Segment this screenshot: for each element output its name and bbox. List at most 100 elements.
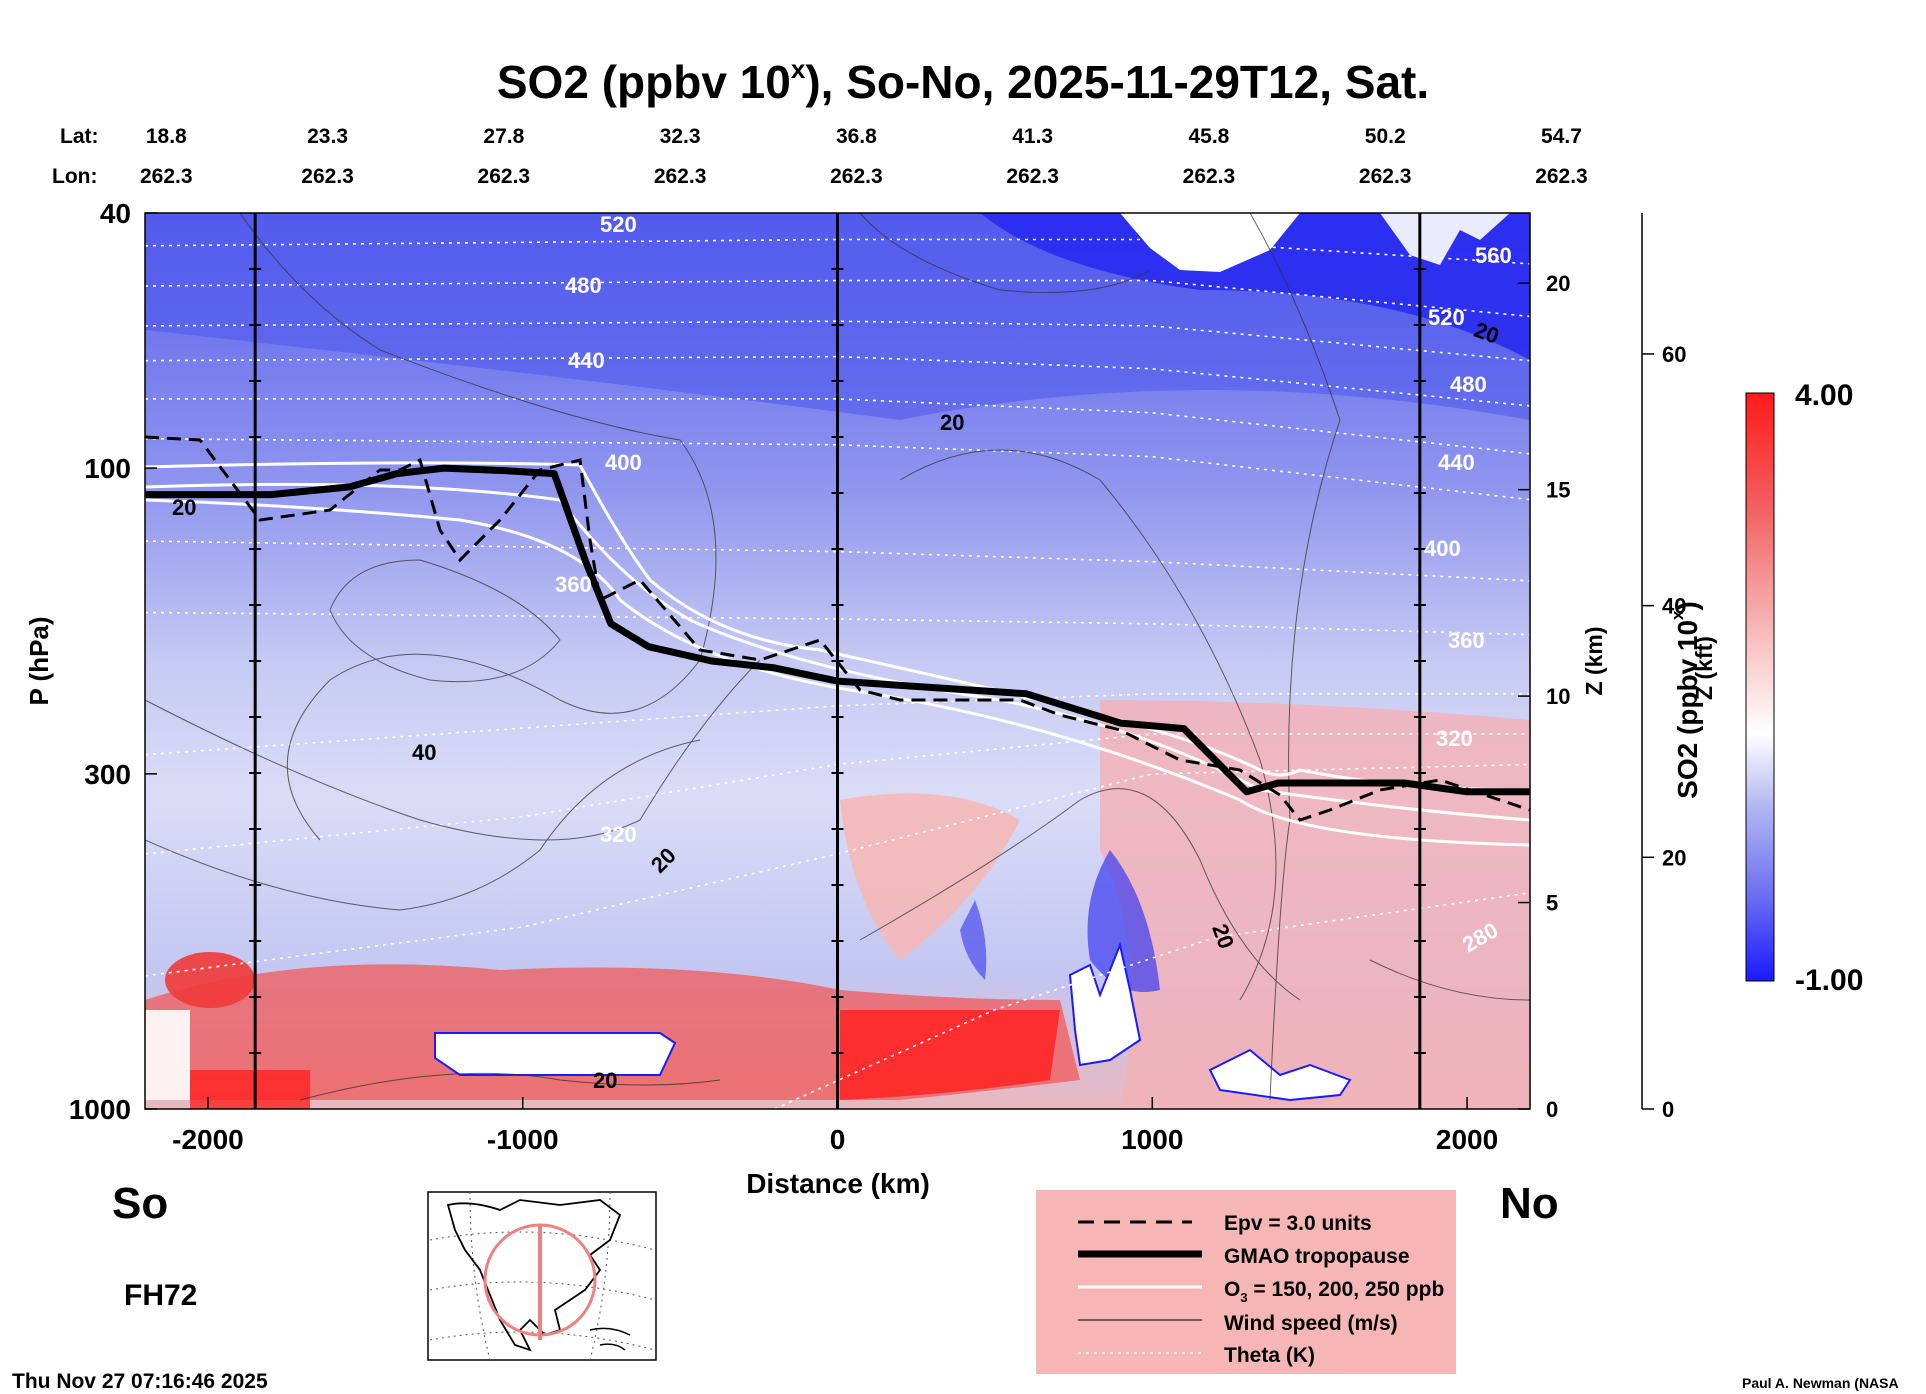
gmao-tropopause-line bbox=[145, 464, 1530, 796]
so2-field-top-white-2 bbox=[1380, 213, 1510, 265]
z-kft-tick-label: 20 bbox=[1662, 845, 1686, 870]
legend-label-theta: Theta (K) bbox=[1224, 1344, 1315, 1367]
lon-value: 262.3 bbox=[301, 165, 354, 188]
legend: Epv = 3.0 units GMAO tropopause O3 = 150… bbox=[1036, 1190, 1456, 1374]
y-tick-label: 100 bbox=[84, 453, 131, 484]
theta-contour bbox=[145, 355, 1530, 407]
x-tick-label: 0 bbox=[830, 1124, 846, 1155]
lat-label: Lat: bbox=[60, 125, 99, 148]
theta-label-right: 520 bbox=[1428, 305, 1465, 330]
title-superscript: x bbox=[791, 54, 806, 84]
lon-value: 262.3 bbox=[830, 165, 883, 188]
colorbar bbox=[1745, 392, 1775, 982]
title-prefix: SO2 (ppbv 10 bbox=[497, 56, 791, 108]
forecast-hour: FH72 bbox=[124, 1279, 197, 1312]
lon-value: 262.3 bbox=[478, 165, 531, 188]
wind-contour bbox=[329, 559, 561, 683]
north-label: No bbox=[1500, 1179, 1559, 1228]
theta-label: 440 bbox=[568, 348, 605, 373]
colorbar-min-label: -1.00 bbox=[1795, 964, 1863, 997]
legend-label-epv: Epv = 3.0 units bbox=[1224, 1212, 1372, 1235]
so2-field-pink-right bbox=[1100, 700, 1530, 1109]
epv-contour bbox=[145, 435, 1530, 822]
theta-contour bbox=[145, 398, 1530, 455]
lat-value: 32.3 bbox=[660, 125, 701, 148]
theta-contour bbox=[145, 540, 1530, 582]
z-kft-axis-label: Z (kft) bbox=[1691, 636, 1717, 700]
legend-label-wind: Wind speed (m/s) bbox=[1224, 1312, 1398, 1335]
theta-label-right: 360 bbox=[1448, 628, 1485, 653]
theta-label: 400 bbox=[605, 450, 642, 475]
colorbar-max-label: 4.00 bbox=[1795, 379, 1853, 412]
lat-value: 27.8 bbox=[483, 125, 524, 148]
legend-label-ozone: O3 = 150, 200, 250 ppb bbox=[1224, 1278, 1444, 1305]
colorbar-label-prefix: SO2 (ppbv 10 bbox=[1672, 620, 1703, 799]
wind-contour bbox=[145, 739, 701, 911]
so2-field-white-hole-left bbox=[434, 1032, 677, 1076]
so2-field-white-bottom-left bbox=[145, 1010, 190, 1100]
wind-contour bbox=[859, 788, 1301, 1001]
lon-value: 262.3 bbox=[1006, 165, 1059, 188]
theta-label-right: 560 bbox=[1475, 243, 1512, 268]
z-kft-tick-label: 60 bbox=[1662, 342, 1686, 367]
lon-label: Lon: bbox=[52, 165, 97, 188]
wind-contour bbox=[1369, 959, 1530, 1001]
caribbean-outline bbox=[589, 1327, 631, 1351]
ozone-contour bbox=[145, 482, 1530, 822]
lat-value: 54.7 bbox=[1541, 125, 1582, 148]
x-axis-label: Distance (km) bbox=[746, 1168, 930, 1199]
theta-contour bbox=[774, 892, 1530, 1109]
theta-label-right: 320 bbox=[1436, 726, 1473, 751]
y-axis-label: P (hPa) bbox=[24, 616, 54, 705]
so2-field-white-hole-right bbox=[1208, 1048, 1352, 1102]
wind-label: 20 bbox=[593, 1068, 617, 1093]
y-axis: 1000 300 100 40 bbox=[69, 198, 157, 1125]
theta-label-right: 400 bbox=[1424, 536, 1461, 561]
wind-contour bbox=[299, 1072, 721, 1101]
ozone-contour bbox=[145, 461, 1530, 792]
lat-lon-header: 18.8 262.3 23.3 262.3 27.8 262.3 32.3 262.3 36.8… bbox=[140, 125, 1588, 188]
wind-label: 20 bbox=[940, 410, 964, 435]
wind-contour bbox=[859, 213, 1151, 293]
wind-label: 40 bbox=[412, 740, 436, 765]
theta-label: 320 bbox=[600, 822, 637, 847]
lat-value: 23.3 bbox=[307, 125, 348, 148]
theta-label: 520 bbox=[600, 212, 637, 237]
lat-value: 36.8 bbox=[836, 125, 877, 148]
colorbar-label-suffix: ) bbox=[1672, 601, 1703, 610]
y-tick-label: 1000 bbox=[69, 1094, 131, 1125]
legend-ozone-prefix: O bbox=[1224, 1278, 1240, 1301]
wind-contour bbox=[145, 659, 761, 841]
credit: Paul A. Newman (NASA bbox=[1742, 1375, 1899, 1391]
lon-value: 262.3 bbox=[654, 165, 707, 188]
so2-field-blue-tongue-2 bbox=[960, 900, 987, 980]
lat-value: 18.8 bbox=[146, 125, 187, 148]
ozone-contours bbox=[145, 461, 1530, 847]
wind-label: 20 bbox=[172, 495, 196, 520]
so2-field-top-right-blue bbox=[980, 213, 1530, 360]
x-axis: -2000 -1000 0 1000 2000 bbox=[172, 1097, 1498, 1155]
theta-label-right: 480 bbox=[1450, 372, 1487, 397]
lon-value: 262.3 bbox=[1183, 165, 1236, 188]
south-label: So bbox=[112, 1179, 168, 1228]
z-km-tick-label: 15 bbox=[1546, 478, 1570, 503]
chart-title: SO2 (ppbv 10x), So-No, 2025-11-29T12, Sa… bbox=[497, 54, 1429, 108]
section-markers bbox=[249, 213, 1426, 1109]
legend-ozone-sub: 3 bbox=[1240, 1290, 1247, 1305]
theta-label: 480 bbox=[565, 273, 602, 298]
z-km-axis: 0 5 10 15 20 bbox=[1518, 271, 1570, 1122]
theta-contour bbox=[145, 611, 1530, 636]
lat-value: 50.2 bbox=[1365, 125, 1406, 148]
colorbar-label-sup: x bbox=[1668, 610, 1687, 620]
lon-value: 262.3 bbox=[140, 165, 193, 188]
z-km-tick-label: 10 bbox=[1546, 684, 1570, 709]
z-km-axis-label: Z (km) bbox=[1581, 627, 1607, 696]
theta-label-right: 440 bbox=[1438, 450, 1475, 475]
legend-label-tropopause: GMAO tropopause bbox=[1224, 1245, 1410, 1268]
legend-ozone-suffix: = 150, 200, 250 ppb bbox=[1248, 1278, 1445, 1301]
x-tick-label: 1000 bbox=[1121, 1124, 1183, 1155]
ozone-contour bbox=[145, 498, 1530, 847]
colorbar-label: SO2 (ppbv 10x) bbox=[1668, 601, 1703, 799]
theta-contour bbox=[145, 320, 1530, 362]
